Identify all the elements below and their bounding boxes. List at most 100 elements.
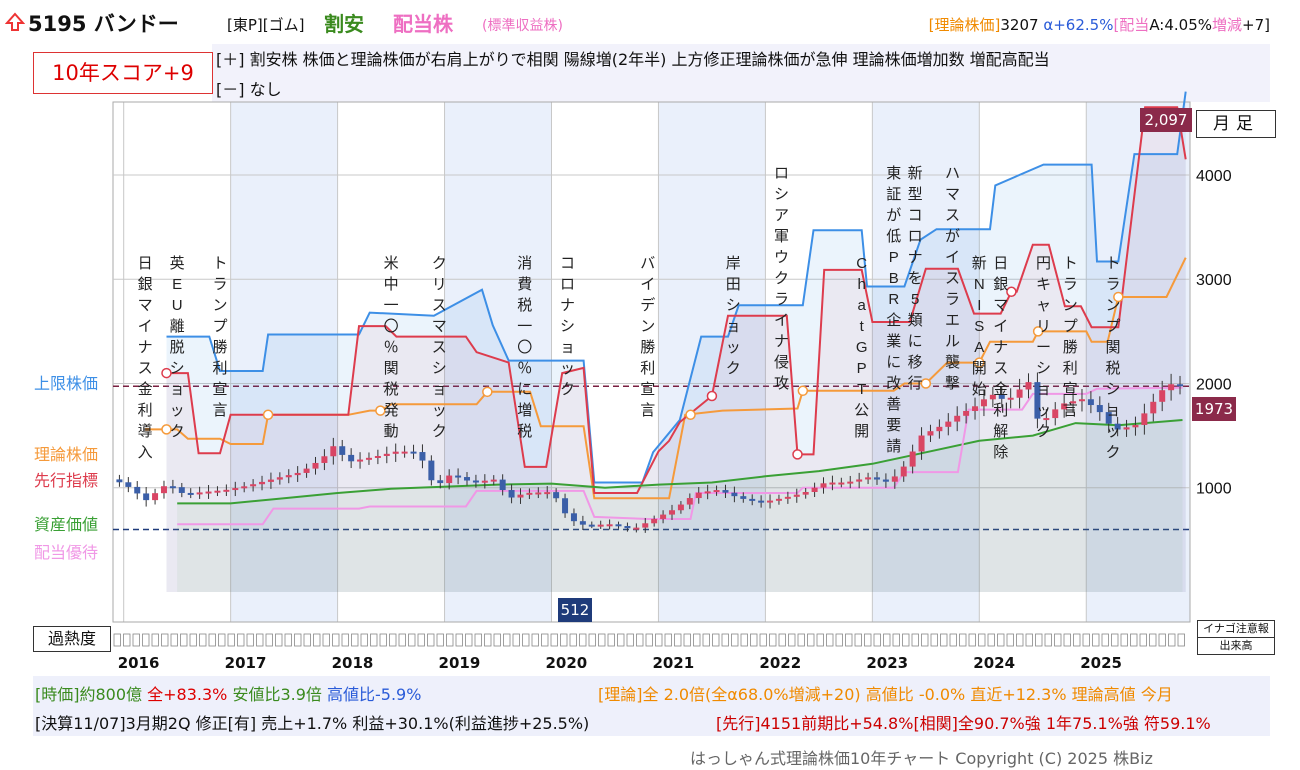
copyright: はっしゃん式理論株価10年チャート Copyright (C) 2025 株Bi… <box>690 749 1153 768</box>
event-char: ス <box>138 360 153 377</box>
candle-body <box>553 492 560 499</box>
event-char: 軍 <box>774 228 789 245</box>
year-label: 2018 <box>331 654 374 672</box>
event-char: ラ <box>1063 276 1078 293</box>
candle-body <box>668 510 675 515</box>
event-char: バ <box>640 255 655 272</box>
event-char: ス <box>993 360 1008 377</box>
overheat-cell <box>835 633 843 647</box>
overheat-cell <box>968 633 976 647</box>
tag-dividend: 配当株 <box>393 12 453 36</box>
candle-body <box>490 479 497 482</box>
event-char: イ <box>640 276 655 293</box>
event-char: ト <box>1063 255 1078 272</box>
overheat-cell <box>408 633 416 647</box>
event-char: 増 <box>517 402 532 419</box>
event-char: 移 <box>908 354 923 371</box>
overheat-cell <box>341 633 349 647</box>
event-char: シ <box>774 186 789 203</box>
candle-body <box>357 459 364 462</box>
overheat-cell <box>588 633 596 647</box>
event-char: ク <box>1036 423 1051 440</box>
year-label: 2019 <box>438 654 481 672</box>
event-char: T <box>857 381 866 398</box>
candle-body <box>918 435 925 452</box>
event-char: 消 <box>517 255 532 272</box>
overheat-cell <box>940 633 948 647</box>
candle-body <box>374 455 381 458</box>
overheat-cell <box>427 633 435 647</box>
overheat-cell <box>256 633 264 647</box>
event-char: ト <box>1105 255 1120 272</box>
event-char: R <box>888 291 899 308</box>
event-char: ョ <box>1105 402 1120 419</box>
event-char: が <box>945 228 960 245</box>
timeframe-monthly[interactable]: 月足 <box>1196 110 1276 138</box>
event-char: ラ <box>1105 276 1120 293</box>
overheat-cell <box>873 633 881 647</box>
candle-body <box>570 513 577 522</box>
event-char: 関 <box>1105 339 1120 356</box>
overheat-cell <box>883 633 891 647</box>
event-char: ッ <box>432 402 447 419</box>
candle-body <box>446 475 453 484</box>
overheat-cell <box>1016 633 1024 647</box>
event-char: プ <box>212 318 227 335</box>
overheat-cell <box>123 633 131 647</box>
overheat-cell <box>645 633 653 647</box>
event-char: 開 <box>854 423 869 440</box>
series-marker <box>685 409 696 421</box>
candle-body <box>1096 405 1103 413</box>
event-char: マ <box>993 297 1008 314</box>
event-char: ク <box>432 255 447 272</box>
event-char: 5 <box>911 291 919 308</box>
candle-body <box>642 523 649 528</box>
overheat-cell <box>161 633 169 647</box>
overheat-cell <box>199 633 207 647</box>
event-char: A <box>974 339 984 356</box>
event-char: に <box>886 354 901 371</box>
candle-body <box>285 475 292 478</box>
event-char: 勝 <box>640 339 655 356</box>
candle-body <box>508 490 515 498</box>
overheat-cell <box>740 633 748 647</box>
candle-body <box>597 524 604 527</box>
overheat-cell <box>455 633 463 647</box>
candle-body <box>1168 384 1175 391</box>
event-char: 銀 <box>138 276 153 293</box>
event-char: 請 <box>886 438 901 455</box>
series-marker <box>161 367 172 379</box>
event-char: 〇 <box>517 339 532 356</box>
candle-body <box>856 479 863 482</box>
event-char: 金 <box>993 381 1008 398</box>
candle-body <box>276 477 283 480</box>
overheat-cell <box>1044 633 1052 647</box>
event-char: キ <box>1036 276 1051 293</box>
y-tick-label: 4000 <box>1196 168 1232 185</box>
series-marker <box>920 378 932 389</box>
overheat-cell <box>522 633 530 647</box>
event-char: ッ <box>1105 423 1120 440</box>
overheat-cell <box>170 633 178 647</box>
overheat-cell <box>854 633 862 647</box>
overheat-cell <box>398 633 406 647</box>
event-char: ク <box>726 360 741 377</box>
overheat-cell <box>712 633 720 647</box>
overheat-cell <box>360 633 368 647</box>
event-char: シ <box>1105 381 1120 398</box>
overheat-cell <box>655 633 663 647</box>
locust-warning-label: イナゴ注意報 <box>1197 620 1275 638</box>
event-char: 言 <box>212 402 227 419</box>
candle-body <box>651 518 658 524</box>
candle-body <box>125 482 132 487</box>
candle-body <box>321 456 328 463</box>
overheat-cell <box>1177 633 1185 647</box>
candle-body <box>873 477 880 480</box>
candle-body <box>365 457 372 460</box>
event-char: 銀 <box>993 276 1008 293</box>
event-char: 善 <box>886 396 901 413</box>
candle-body <box>865 477 872 480</box>
event-char: ラ <box>774 291 789 308</box>
candle-body <box>1087 399 1094 406</box>
candle-body <box>223 489 230 492</box>
